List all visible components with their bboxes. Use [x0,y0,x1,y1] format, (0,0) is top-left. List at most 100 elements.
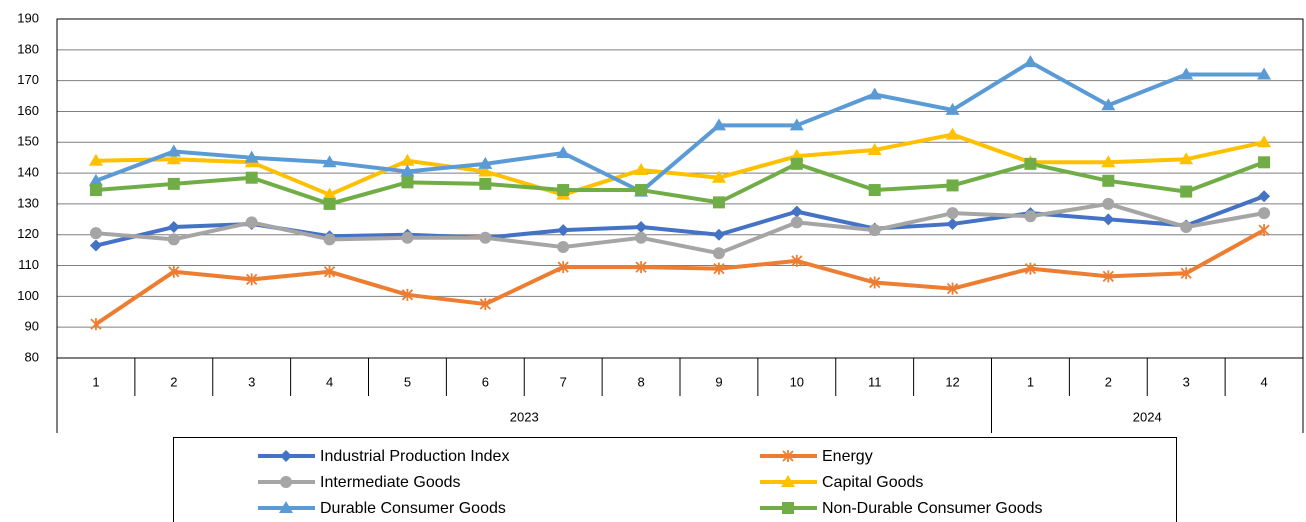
marker [790,205,803,218]
marker [322,155,337,168]
marker [88,153,103,166]
marker [245,171,258,184]
marker [635,221,648,234]
marker [635,184,648,197]
marker [867,142,882,155]
marker [280,476,292,488]
marker [323,233,336,246]
marker [1180,185,1193,198]
marker [246,273,258,286]
marker [1024,210,1037,223]
marker [782,450,794,462]
y-tick-label: 80 [25,349,39,364]
marker [1257,135,1272,148]
marker [479,231,492,244]
y-tick-label: 90 [25,319,39,334]
marker [279,501,293,513]
x-tick-label: 5 [404,374,411,389]
x-tick-label: 2 [170,374,177,389]
marker [166,144,181,157]
marker [781,475,795,487]
marker [946,282,959,295]
marker [946,207,959,220]
marker [168,265,180,278]
y-tick-label: 160 [17,103,39,118]
marker [1180,267,1192,280]
series-line [95,201,1265,256]
x-tick-label: 6 [482,374,489,389]
marker [868,224,881,237]
marker [1101,98,1116,111]
y-tick-label: 180 [17,41,39,56]
marker [713,262,725,275]
marker [711,170,726,183]
x-tick-label: 11 [868,374,882,389]
y-tick-label: 100 [17,288,39,303]
marker [1257,67,1272,80]
series-line [95,160,1265,206]
marker [635,231,648,244]
y-tick-label: 190 [17,10,39,25]
legend-label: Energy [822,448,873,465]
x-tick-label: 9 [715,374,722,389]
x-tick-label: 10 [790,374,804,389]
y-tick-label: 140 [17,165,39,180]
marker [635,261,647,274]
marker [400,153,415,166]
marker [166,152,181,165]
marker [244,150,259,163]
marker [89,227,102,240]
group-label: 2024 [1133,409,1162,424]
x-tick-label: 12 [945,374,959,389]
marker [946,179,959,192]
plot-border [56,18,1304,359]
marker [401,231,414,244]
marker [401,176,414,189]
marker [1258,224,1270,237]
y-tick-label: 170 [17,72,39,87]
series-line [95,132,1265,197]
marker [323,265,336,278]
marker [400,164,415,177]
marker [1102,270,1114,283]
legend-label: Non-Durable Consumer Goods [822,500,1043,517]
marker [1258,207,1271,220]
marker [790,216,803,229]
marker [712,247,725,260]
legend-box [173,437,1177,522]
marker [1101,155,1116,168]
group-label: 2023 [510,409,539,424]
marker [167,233,180,246]
y-tick-label: 150 [17,134,39,149]
marker [945,102,960,115]
marker [782,502,794,514]
marker [634,163,649,176]
marker [557,261,569,274]
marker [556,146,571,159]
marker [945,127,960,140]
marker [712,228,725,241]
x-tick-label: 4 [1260,374,1267,389]
legend-label: Durable Consumer Goods [320,500,506,517]
marker [1179,67,1194,80]
y-tick-label: 120 [17,226,39,241]
x-tick-label: 8 [637,374,644,389]
marker [557,184,570,197]
x-tick-label: 1 [1027,374,1034,389]
marker [1179,152,1194,165]
legend-label: Capital Goods [822,474,923,491]
x-tick-label: 2 [1105,374,1112,389]
x-tick-label: 3 [1183,374,1190,389]
marker [323,197,336,210]
marker [479,298,491,311]
legend-label: Industrial Production Index [320,448,509,465]
marker [790,157,803,170]
x-tick-label: 7 [560,374,567,389]
marker [868,184,881,197]
marker [1024,262,1037,275]
marker [167,221,180,234]
marker [711,118,726,131]
marker [478,164,493,177]
